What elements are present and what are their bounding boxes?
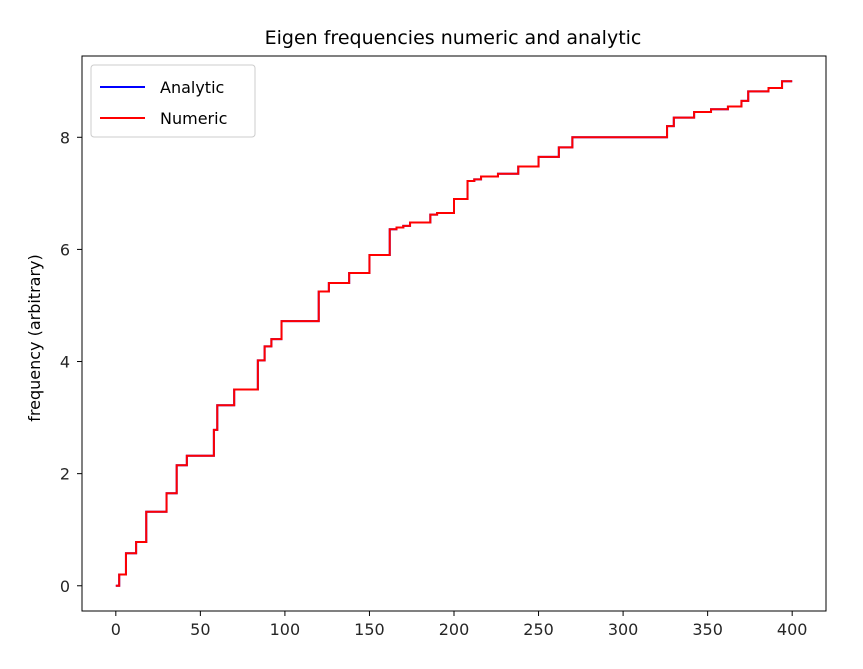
- x-tick-label: 200: [439, 620, 470, 639]
- y-tick-label: 0: [60, 577, 70, 596]
- x-tick-label: 100: [270, 620, 301, 639]
- axis-ticks: 0 50 100 150 200 250 300 350 400 0 2 4 6 8: [60, 128, 808, 639]
- legend: Analytic Numeric: [90, 64, 256, 138]
- x-tick-label: 0: [111, 620, 121, 639]
- x-tick-label: 300: [608, 620, 639, 639]
- x-tick-label: 150: [354, 620, 385, 639]
- y-tick-label: 8: [60, 128, 70, 147]
- series-line-numeric: [115, 80, 793, 587]
- chart-title: Eigen frequencies numeric and analytic: [265, 27, 642, 49]
- legend-label-analytic: Analytic: [160, 78, 224, 97]
- y-tick-label: 6: [60, 240, 70, 259]
- x-tick-label: 50: [190, 620, 210, 639]
- legend-label-numeric: Numeric: [160, 109, 227, 128]
- x-tick-label: 250: [523, 620, 554, 639]
- plot-area: [115, 80, 793, 587]
- x-tick-label: 350: [692, 620, 723, 639]
- y-tick-label: 4: [60, 353, 70, 372]
- y-tick-label: 2: [60, 465, 70, 484]
- x-tick-label: 400: [777, 620, 808, 639]
- y-axis-label: frequency (arbitrary): [25, 254, 44, 422]
